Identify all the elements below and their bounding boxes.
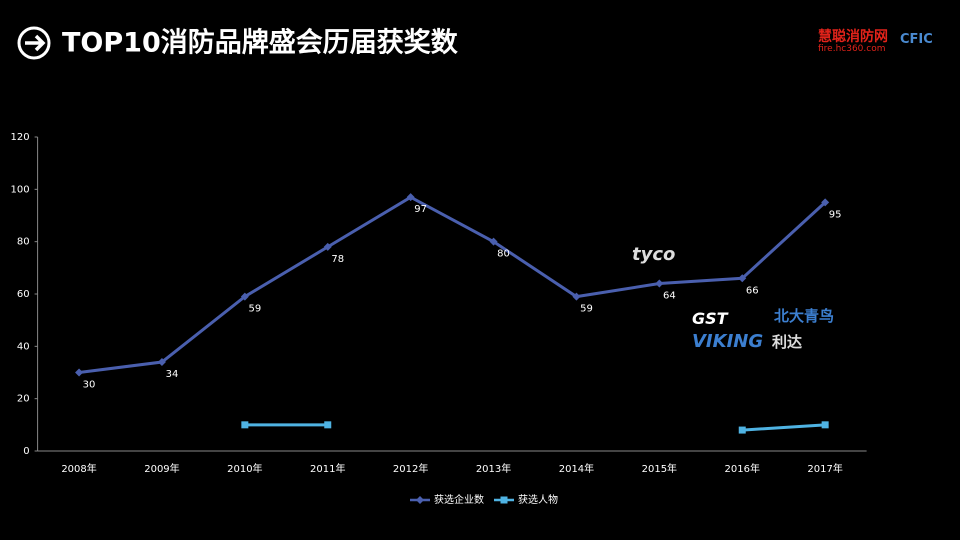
data-label: 59 [580, 304, 593, 315]
point [406, 193, 415, 202]
slide-title: TOP10消防品牌盛会历届获奖数 [62, 27, 459, 59]
data-label: 97 [414, 204, 427, 215]
logo: 利达 [772, 333, 803, 351]
logo: VIKING [692, 331, 764, 352]
data-label: 66 [746, 285, 759, 296]
logo: fire.hc360.com [818, 44, 886, 54]
data-label: 80 [497, 249, 510, 260]
point [738, 274, 747, 283]
data-label: 30 [83, 380, 96, 391]
x-tick-label: 2014年 [559, 462, 594, 475]
data-label: 95 [829, 209, 842, 220]
y-tick-label: 60 [17, 289, 30, 300]
x-tick-label: 2010年 [227, 462, 262, 475]
x-tick-label: 2013年 [476, 462, 511, 475]
data-label: 59 [248, 304, 261, 315]
point [821, 198, 830, 207]
x-tick-label: 2012年 [393, 462, 428, 475]
data-label: 78 [331, 254, 344, 265]
point [324, 421, 332, 429]
x-tick-label: 2017年 [807, 462, 842, 475]
point [655, 279, 664, 288]
arrow-icon [17, 26, 51, 60]
point [241, 421, 249, 429]
y-tick-label: 80 [17, 237, 30, 248]
point [821, 421, 829, 429]
y-tick-label: 120 [11, 132, 30, 143]
arrow-icon [25, 34, 46, 52]
point [738, 426, 746, 434]
legend-label: 获选企业数 [434, 493, 484, 506]
series-line [244, 423, 826, 432]
logo: CFIC [900, 32, 933, 47]
point [157, 358, 166, 367]
logo: tyco [632, 244, 676, 265]
x-tick-label: 2008年 [61, 462, 96, 475]
logo: 慧聪消防网 [818, 29, 888, 45]
point [572, 292, 581, 301]
point [323, 242, 332, 251]
logo: GST [692, 309, 728, 328]
legend-marker [500, 496, 508, 504]
data-label: 34 [166, 369, 179, 380]
x-tick-label: 2009年 [144, 462, 179, 475]
legend-label: 获选人物 [518, 493, 558, 506]
x-tick-label: 2015年 [642, 462, 677, 475]
y-tick-label: 100 [11, 184, 30, 195]
y-tick-label: 40 [17, 341, 30, 352]
data-label: 64 [663, 291, 676, 302]
legend-marker [416, 496, 424, 504]
logo: 北大青鸟 [774, 307, 835, 325]
series-line [78, 195, 827, 374]
y-tick-label: 0 [23, 446, 29, 457]
point [489, 237, 498, 246]
x-tick-label: 2016年 [725, 462, 760, 475]
point [240, 292, 249, 301]
point [75, 368, 84, 377]
x-tick-label: 2011年 [310, 462, 345, 475]
y-tick-label: 20 [17, 394, 30, 405]
